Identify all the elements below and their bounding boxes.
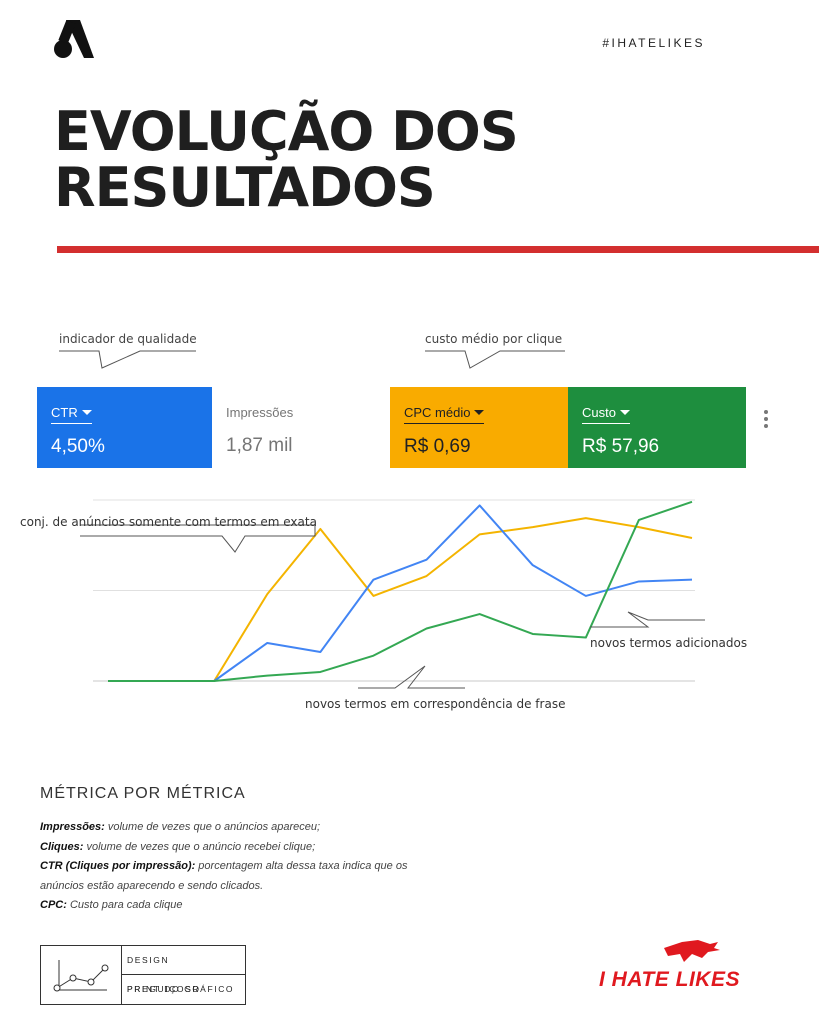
annotation-cpc: custo médio por clique (425, 332, 563, 346)
callout-exact (80, 524, 316, 553)
metric-impressions-label: Impressões (226, 405, 294, 420)
section-title: MÉTRICA POR MÉTRICA (40, 785, 246, 802)
series-line-1 (108, 504, 693, 682)
metric-tile-cpc[interactable]: CPC médio R$ 0,69 (390, 387, 568, 468)
chart-sketch-icon (41, 946, 122, 1004)
definition-item: CTR (Cliques por impressão): porcentagem… (40, 860, 408, 872)
metric-cpc-value: R$ 0,69 (404, 436, 471, 457)
page-title: EVOLUÇÃO DOS RESULTADOS (54, 104, 519, 219)
metric-ctr-label-text: CTR (51, 405, 78, 420)
annotation-pointers (59, 350, 565, 369)
metric-cost-label-text: Custo (582, 405, 616, 420)
credit-design: DESIGN PREGUIÇOSO (122, 946, 245, 994)
chart-annotations (80, 524, 705, 689)
red-divider (57, 246, 819, 253)
metric-cpc-label-text: CPC médio (404, 405, 471, 420)
annotation-phrase: novos termos em correspondência de frase (305, 697, 565, 711)
metric-cost-value: R$ 57,96 (582, 436, 660, 457)
metric-cost-label[interactable]: Custo (582, 405, 630, 424)
metric-cpc-label[interactable]: CPC médio (404, 405, 485, 424)
line-chart: conj. de anúncios somente com termos em … (20, 499, 747, 711)
title-line-2: RESULTADOS (54, 156, 436, 219)
callout-phrase (358, 665, 465, 689)
metric-tile-ctr[interactable]: CTR 4,50% (37, 387, 212, 468)
series-line-0 (108, 517, 693, 682)
series-line-2 (108, 500, 693, 682)
hashtag: #IHATELIKES (602, 36, 705, 50)
chevron-down-icon (81, 410, 92, 415)
definitions-list: Impressões: volume de vezes que o anúnci… (40, 818, 407, 916)
definition-item: CPC: Custo para cada clique (40, 899, 183, 911)
annotation-exact: conj. de anúncios somente com termos em … (20, 515, 317, 529)
chart-series (108, 500, 693, 682)
metric-ctr-label[interactable]: CTR (51, 405, 92, 424)
annotation-quality: indicador de qualidade (59, 332, 197, 346)
callout-new-terms (590, 611, 705, 628)
metric-ctr-value: 4,50% (51, 436, 105, 457)
definition-item: Cliques: volume de vezes que o anúncio r… (40, 840, 316, 853)
metric-tile-cost[interactable]: Custo R$ 57,96 (568, 387, 746, 468)
brand-logo-icon (54, 20, 94, 58)
more-options-icon[interactable] (761, 410, 771, 430)
brand-mark: I HATE LIKES (596, 938, 786, 998)
chevron-down-icon (474, 410, 485, 415)
pointer-quality (59, 350, 196, 369)
title-line-1: EVOLUÇÃO DOS (54, 100, 519, 163)
metric-tile-impressions[interactable]: Impressões 1,87 mil (212, 387, 390, 468)
credit-box: DESIGN PREGUIÇOSO PRINT DO GRÁFICO (40, 945, 246, 1005)
definition-item: Impressões: volume de vezes que o anúnci… (40, 821, 321, 833)
pointer-cpc (425, 350, 565, 369)
credit-print: PRINT DO GRÁFICO (127, 984, 235, 994)
metric-impressions-value: 1,87 mil (226, 435, 293, 456)
chevron-down-icon (619, 410, 630, 415)
brand-text: I HATE LIKES (599, 968, 740, 991)
dragon-icon (664, 940, 720, 962)
annotation-new-terms: novos termos adicionados (590, 636, 747, 650)
definition-item: anúncios estão aparecendo e sendo clicad… (40, 879, 264, 892)
